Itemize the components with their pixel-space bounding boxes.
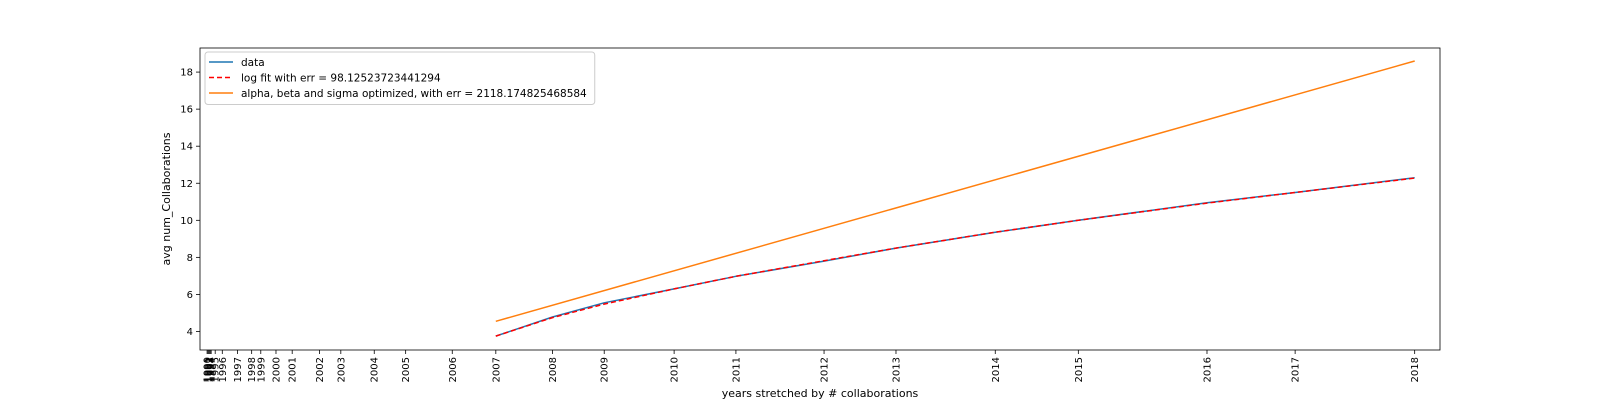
y-tick-label: 12	[180, 179, 193, 190]
legend-label: data	[241, 57, 265, 69]
x-tick-label: 2011	[731, 357, 742, 382]
x-tick-label: 2012	[820, 357, 831, 382]
x-tick-label: 1999	[256, 357, 267, 382]
x-tick-label: 1990	[203, 357, 214, 382]
plot-area	[199, 47, 1441, 351]
legend: data log fit with err = 98.12523723441294…	[204, 51, 596, 105]
x-tick-label: 1995	[211, 357, 222, 382]
y-axis: 4 6 8 10 12 14 16 18	[180, 68, 200, 338]
x-tick-label: 2016	[1202, 357, 1213, 382]
x-tick-label: 1992	[205, 357, 216, 382]
x-tick-label: 2008	[548, 357, 559, 382]
x-tick-label: 2003	[336, 357, 347, 382]
x-tick-label: 2001	[288, 357, 299, 382]
legend-label: alpha, beta and sigma optimized, with er…	[241, 88, 587, 100]
x-tick-label: 2000	[271, 357, 282, 382]
x-tick-label: 2007	[491, 357, 502, 382]
x-tick-label: 1994	[207, 357, 218, 382]
x-tick-label: 1996	[218, 357, 229, 382]
y-tick-label: 18	[180, 68, 193, 79]
x-tick-label: 2005	[401, 357, 412, 382]
x-tick-label: 1993	[206, 357, 217, 382]
y-tick-label: 10	[180, 216, 193, 227]
x-tick-label: 2014	[991, 357, 1002, 382]
x-tick-label: 2002	[315, 357, 326, 382]
legend-items: data log fit with err = 98.12523723441294…	[209, 57, 587, 100]
y-tick-label: 16	[180, 105, 193, 116]
x-tick-label: 1991	[204, 357, 215, 382]
legend-box	[204, 51, 596, 105]
series-line-2	[495, 60, 1415, 323]
y-tick-label: 14	[180, 142, 193, 153]
series-line-1	[495, 177, 1415, 337]
y-tick-label: 4	[187, 327, 193, 338]
x-tick-label: 2015	[1074, 357, 1085, 382]
x-tick-label: 2017	[1291, 357, 1302, 382]
x-tick-label: 2013	[891, 357, 902, 382]
x-axis-label: years stretched by # collaborations	[722, 387, 919, 400]
y-axis-label: avg num_Collaborations	[160, 132, 173, 265]
legend-label: log fit with err = 98.12523723441294	[241, 72, 441, 84]
x-tick-label: 2009	[600, 357, 611, 382]
x-tick-label: 1998	[247, 357, 258, 382]
x-tick-label: 2018	[1410, 357, 1421, 382]
x-tick-label: 2004	[370, 357, 381, 382]
axes-frame	[199, 47, 1441, 351]
x-tick-label: 2006	[448, 357, 459, 382]
y-tick-label: 8	[187, 253, 193, 264]
series-layer	[495, 60, 1415, 337]
y-tick-label: 6	[187, 290, 193, 301]
x-tick-label: 2010	[670, 357, 681, 382]
x-tick-label: 1997	[233, 357, 244, 382]
